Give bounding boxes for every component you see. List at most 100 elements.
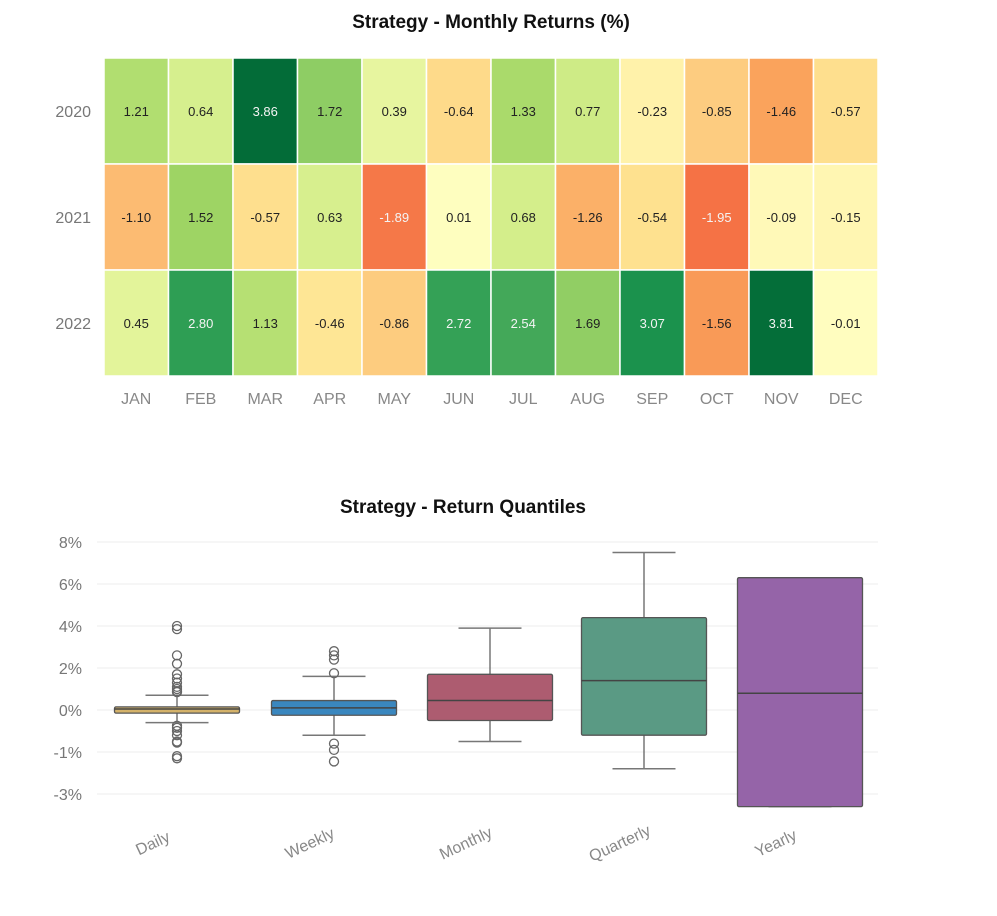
cell-label: -0.54 — [637, 210, 667, 225]
heatmap-cell — [103, 57, 170, 165]
x-tick-label: SEP — [636, 391, 668, 408]
cell-label: 2.54 — [511, 316, 536, 331]
cell-label: -0.64 — [444, 104, 474, 119]
outlier-point — [328, 744, 340, 756]
outlier-point — [171, 751, 183, 762]
y-tick-label: 6% — [59, 577, 82, 594]
cell-label: -1.26 — [573, 210, 603, 225]
cell-label: 0.39 — [382, 104, 407, 119]
cell-label: 1.21 — [124, 104, 149, 119]
heatmap-cell — [361, 269, 428, 377]
outlier-point — [171, 753, 183, 764]
outlier-point — [171, 730, 183, 741]
x-tick-label: Quarterly — [587, 822, 654, 865]
box-quarterly — [580, 616, 708, 736]
y-tick-label: -1% — [54, 745, 82, 762]
x-tick-label: MAY — [378, 391, 412, 408]
heatmap-cell — [683, 163, 750, 271]
box-daily — [113, 706, 241, 714]
boxplot-title: Strategy - Return Quantiles — [340, 497, 586, 518]
cell-label: 0.64 — [188, 104, 213, 119]
heatmap-cell — [683, 57, 750, 165]
y-tick-label: 8% — [59, 535, 82, 552]
cell-label: 2.72 — [446, 316, 471, 331]
boxplot: 8% 6% 4% 2% 0% -1% -3% Daily Weekly Monthly Quarte… — [54, 535, 878, 866]
heatmap-cell — [490, 269, 557, 377]
y-tick-label: 2% — [59, 661, 82, 678]
heatmap-cell — [232, 269, 299, 377]
x-tick-label: AUG — [570, 391, 605, 408]
heatmap-cell — [683, 269, 750, 377]
heatmap-cell — [167, 57, 234, 165]
cell-label: -0.15 — [831, 210, 861, 225]
cell-label: 0.01 — [446, 210, 471, 225]
y-tick-label: -3% — [54, 787, 82, 804]
outlier-point — [171, 650, 183, 661]
x-tick-label: MAR — [247, 391, 283, 408]
cell-label: 0.63 — [317, 210, 342, 225]
cell-label: -0.85 — [702, 104, 732, 119]
y-tick-label: 4% — [59, 619, 82, 636]
y-tick-label: 0% — [59, 703, 82, 720]
cell-label: 2.80 — [188, 316, 213, 331]
cell-label: 1.52 — [188, 210, 213, 225]
outlier-point — [328, 654, 340, 665]
cell-label: -0.09 — [766, 210, 796, 225]
cell-label: 0.68 — [511, 210, 536, 225]
cell-label: -0.57 — [250, 210, 280, 225]
y-tick-label: 2021 — [55, 210, 91, 227]
x-tick-label: Monthly — [437, 824, 495, 863]
heatmap-cell — [296, 163, 363, 271]
heatmap-cell — [361, 163, 428, 271]
heatmap-cell — [554, 163, 621, 271]
cell-label: -1.46 — [766, 104, 796, 119]
cell-label: -1.95 — [702, 210, 732, 225]
outlier-point — [171, 658, 183, 669]
x-tick-label: NOV — [764, 391, 799, 408]
cell-label: 3.81 — [769, 316, 794, 331]
cell-label: 3.86 — [253, 104, 278, 119]
outlier-point — [171, 620, 183, 632]
outlier-point — [171, 722, 183, 733]
heatmap-cell — [812, 57, 879, 165]
x-tick-label: DEC — [829, 391, 863, 408]
heatmap-cell — [812, 163, 879, 271]
cell-label: 1.69 — [575, 316, 600, 331]
heatmap-cell — [425, 163, 492, 271]
outlier-point — [328, 650, 340, 661]
box-yearly — [736, 577, 864, 808]
heatmap-cell — [167, 163, 234, 271]
cell-label: -1.10 — [121, 210, 151, 225]
x-tick-label: APR — [313, 391, 346, 408]
x-tick-label: JUL — [509, 391, 538, 408]
cell-label: 1.72 — [317, 104, 342, 119]
outlier-point — [171, 624, 183, 635]
y-tick-label: 2022 — [55, 316, 91, 333]
outlier-point — [171, 737, 183, 748]
x-tick-label: JUN — [443, 391, 474, 408]
y-tick-label: 2020 — [55, 104, 91, 121]
outlier-point — [328, 668, 340, 679]
outlier-point — [328, 756, 340, 767]
x-tick-label: Yearly — [753, 827, 800, 861]
heatmap-cell — [619, 163, 686, 271]
heatmap-title: Strategy - Monthly Returns (%) — [352, 12, 630, 33]
cell-label: 1.13 — [253, 316, 278, 331]
box-monthly — [426, 673, 554, 722]
cell-label: -0.23 — [637, 104, 667, 119]
cell-label: 0.45 — [124, 316, 149, 331]
heatmap-cell — [748, 269, 815, 377]
cell-label: -0.46 — [315, 316, 345, 331]
heatmap-cell — [103, 269, 170, 377]
outlier-point — [171, 725, 183, 737]
outlier-point — [171, 687, 183, 698]
heatmap: 1.21 0.64 3.86 1.72 0.39 -0.64 1.33 0.77 -0.23 -0… — [55, 57, 879, 408]
cell-label: -0.57 — [831, 104, 861, 119]
cell-label: -1.56 — [702, 316, 732, 331]
cell-label: 1.33 — [511, 104, 536, 119]
cell-label: -0.86 — [379, 316, 409, 331]
cell-label: -0.01 — [831, 316, 861, 331]
outlier-point — [328, 738, 340, 749]
heatmap-cell — [296, 269, 363, 377]
